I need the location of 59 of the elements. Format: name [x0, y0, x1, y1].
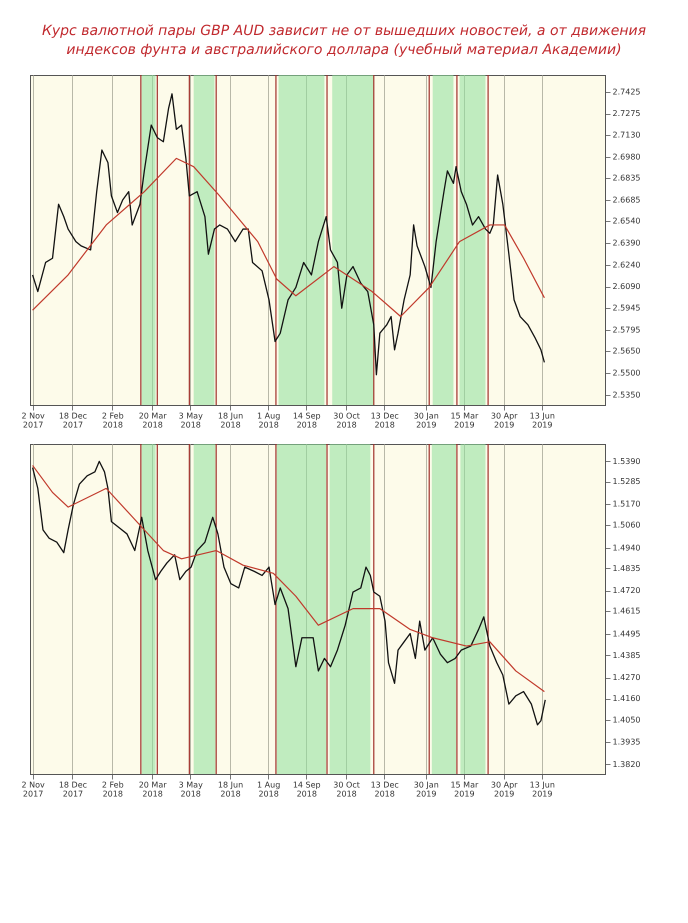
y-tick-label: 1.5060 — [612, 520, 640, 530]
y-tick-label: 1.3820 — [612, 760, 640, 769]
y-tick-label: 1.4495 — [612, 629, 640, 638]
y-tick-label: 1.5170 — [612, 499, 640, 508]
x-tick-label: 18 Jun 2018 — [218, 411, 244, 430]
y-tick-label: 1.4050 — [612, 715, 640, 724]
x-tick-label: 30 Oct 2018 — [333, 780, 360, 798]
y-tick-label: 1.5390 — [612, 456, 640, 466]
y-tick-label: 1.5285 — [612, 476, 640, 486]
y-tick-label: 1.4720 — [612, 586, 640, 595]
x-tick-label: 1 Aug 2018 — [257, 780, 280, 798]
x-tick-label: 13 Jun 2019 — [530, 780, 555, 798]
y-tick-label: 2.5500 — [612, 368, 640, 378]
y-tick-label: 2.6390 — [612, 238, 640, 248]
x-tick-label: 14 Sep 2018 — [292, 411, 321, 430]
x-tick-label: 14 Sep 2018 — [292, 780, 321, 798]
y-tick-label: 2.5650 — [612, 346, 640, 356]
y-tick-label: 2.6240 — [612, 260, 640, 270]
y-tick-label: 2.6540 — [612, 216, 640, 226]
x-tick-label: 13 Dec 2018 — [370, 411, 399, 430]
x-tick-label: 30 Jan 2019 — [414, 780, 439, 798]
y-tick-label: 1.4160 — [612, 694, 640, 704]
y-tick-label: 2.6980 — [612, 152, 640, 162]
y-tick-label: 1.4385 — [612, 650, 640, 660]
x-tick-label: 3 May 2018 — [178, 780, 204, 798]
y-tick-label: 2.6685 — [612, 195, 640, 204]
y-tick-label: 1.4940 — [612, 543, 640, 552]
x-tick-label: 2 Feb 2018 — [102, 411, 124, 430]
x-tick-label: 1 Aug 2018 — [257, 411, 280, 430]
x-tick-label: 15 Mar 2019 — [450, 780, 479, 798]
x-tick-label: 18 Dec 2017 — [58, 780, 88, 798]
x-tick-label: 13 Dec 2018 — [370, 780, 399, 798]
y-tick-label: 2.7425 — [612, 87, 640, 96]
x-tick-label: 20 Mar 2018 — [138, 780, 168, 798]
y-tick-label: 2.7275 — [612, 108, 640, 118]
x-tick-label: 2 Nov 2017 — [21, 780, 45, 798]
x-tick-label: 13 Jun 2019 — [530, 411, 555, 430]
x-tick-label: 15 Mar 2019 — [450, 411, 479, 430]
y-tick-label: 2.5945 — [612, 303, 640, 312]
x-tick-label: 18 Dec 2017 — [58, 411, 88, 430]
x-tick-label: 30 Jan 2019 — [414, 411, 439, 430]
chart-title: Курс валютной пары GBP AUD зависит не от вышедших новостей, а от движения индексов фунта и австралийского доллара (учебный материал Академии) — [40, 22, 648, 60]
x-tick-label: 30 Oct 2018 — [333, 411, 360, 430]
y-tick-label: 2.5350 — [612, 390, 640, 400]
y-tick-label: 1.4615 — [612, 606, 640, 616]
x-tick-label: 20 Mar 2018 — [138, 411, 168, 430]
x-tick-label: 30 Apr 2019 — [490, 411, 518, 430]
y-tick-label: 1.4835 — [612, 564, 640, 573]
x-tick-label: 18 Jun 2018 — [218, 780, 244, 798]
y-tick-label: 2.5795 — [612, 325, 640, 334]
x-tick-label: 3 May 2018 — [178, 411, 204, 430]
y-tick-label: 2.6835 — [612, 173, 640, 182]
x-tick-label: 2 Nov 2017 — [21, 411, 45, 430]
y-tick-label: 1.3935 — [612, 737, 640, 746]
y-tick-label: 1.4270 — [612, 672, 640, 682]
y-tick-label: 2.6090 — [612, 282, 640, 292]
y-tick-label: 2.7130 — [612, 130, 640, 140]
x-tick-label: 30 Apr 2019 — [490, 780, 518, 798]
x-tick-label: 2 Feb 2018 — [102, 780, 124, 798]
